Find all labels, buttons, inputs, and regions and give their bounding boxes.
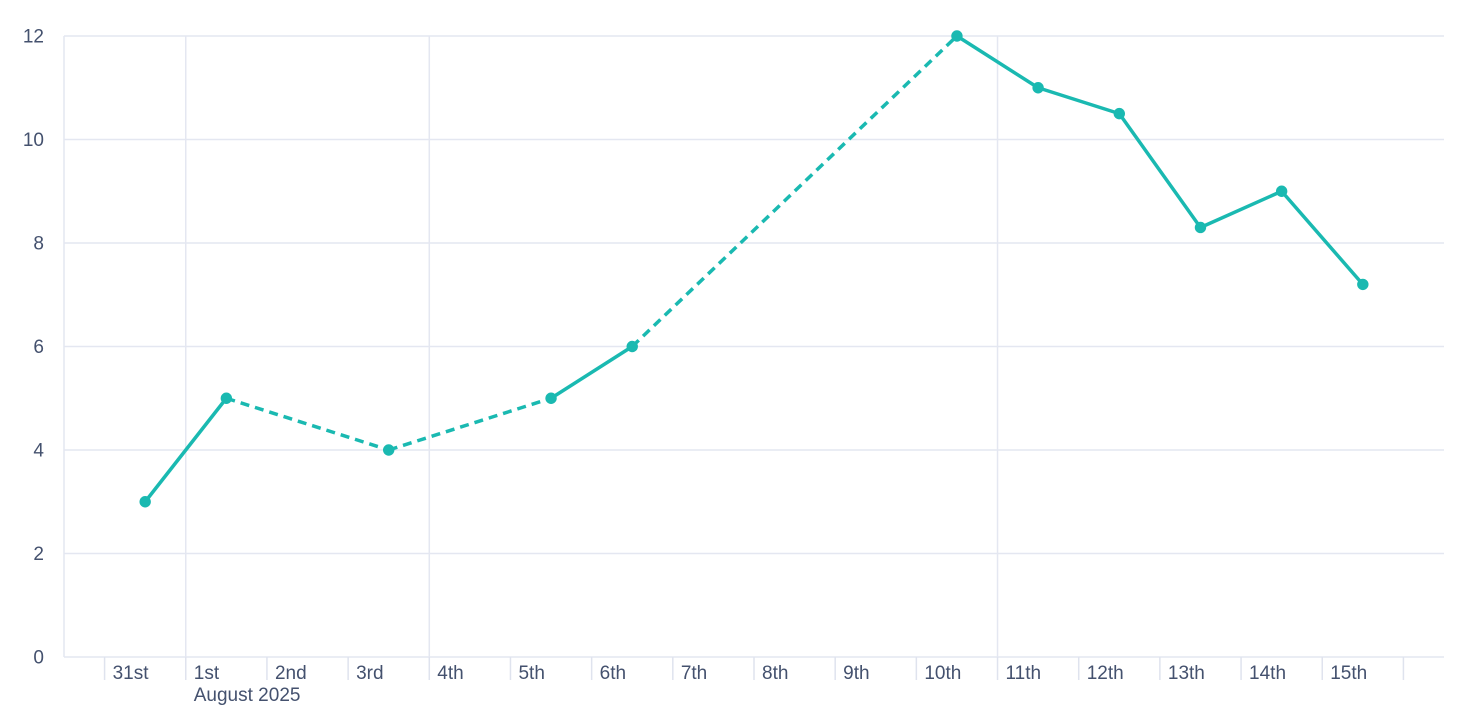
x-tick-label: 8th <box>762 663 788 684</box>
line-segment-solid <box>955 34 1040 90</box>
line-segment-solid <box>1117 111 1203 230</box>
x-tick-label: 4th <box>437 663 463 684</box>
y-tick-label: 6 <box>33 337 44 358</box>
x-tick-label: 7th <box>681 663 707 684</box>
x-tick-label: 1st <box>194 663 220 684</box>
data-point-marker[interactable] <box>951 30 963 42</box>
x-tick-label: 13th <box>1168 663 1205 684</box>
data-point-marker[interactable] <box>1113 107 1125 120</box>
x-tick-label: 9th <box>843 663 869 684</box>
x-tick-label: 14th <box>1249 663 1286 684</box>
x-tick-label: 11th <box>1006 663 1042 684</box>
x-tick-label: 12th <box>1087 663 1124 684</box>
data-point-marker[interactable] <box>545 392 557 404</box>
data-point-marker[interactable] <box>383 444 395 456</box>
data-point-marker[interactable] <box>1357 278 1369 291</box>
data-point-marker[interactable] <box>139 496 151 508</box>
y-tick-label: 2 <box>33 544 44 565</box>
data-point-marker[interactable] <box>626 340 638 353</box>
data-point-marker[interactable] <box>1275 185 1288 197</box>
x-tick-label: 5th <box>518 663 544 684</box>
line-segment-solid <box>1036 86 1122 116</box>
line-segment-dashed <box>388 396 552 452</box>
y-tick-label: 8 <box>33 234 44 255</box>
y-tick-label: 0 <box>33 648 44 669</box>
x-tick-label: 2nd <box>275 663 307 684</box>
line-segment-solid <box>1279 189 1365 287</box>
x-tick-label: 3rd <box>356 663 383 684</box>
data-point-marker[interactable] <box>220 392 233 404</box>
y-tick-label: 10 <box>23 130 44 151</box>
data-point-marker[interactable] <box>1032 82 1044 94</box>
line-segment-solid <box>143 396 229 504</box>
y-tick-label: 4 <box>33 441 44 462</box>
line-segment-solid <box>549 344 634 400</box>
line-segment-solid <box>1198 189 1284 230</box>
x-tick-label: 6th <box>600 663 626 684</box>
line-segment-dashed <box>225 396 390 452</box>
x-tick-label: 15th <box>1330 663 1367 684</box>
x-tick-label: 31st <box>113 663 150 684</box>
x-axis-month-label: August 2025 <box>194 685 301 706</box>
y-tick-label: 12 <box>23 27 44 48</box>
x-tick-label: 10th <box>924 663 961 684</box>
data-point-marker[interactable] <box>1194 221 1207 234</box>
